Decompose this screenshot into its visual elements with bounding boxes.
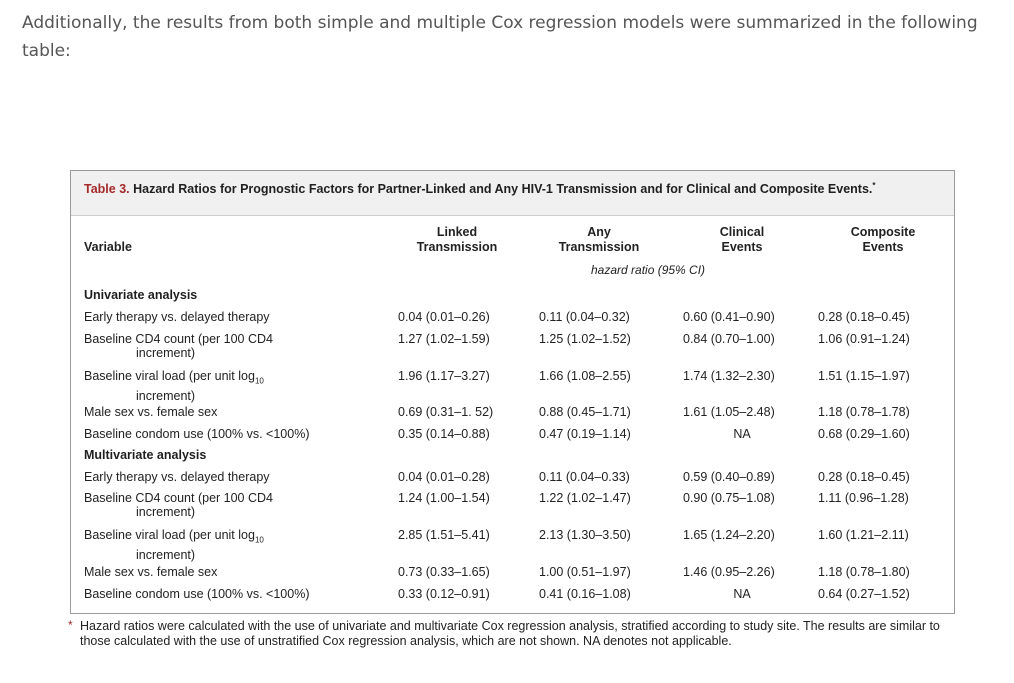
table-caption: Table 3. Hazard Ratios for Prognostic Fa… <box>84 178 884 197</box>
table-caption-text: Hazard Ratios for Prognostic Factors for… <box>133 182 873 197</box>
cell-clinical: 0.60 (0.41–0.90) <box>683 310 775 324</box>
cell-linked: 1.24 (1.00–1.54) <box>398 491 490 505</box>
column-header-composite-line2: Events <box>862 240 904 254</box>
cell-any: 1.66 (1.08–2.55) <box>539 369 631 383</box>
table-footnote: * Hazard ratios were calculated with the… <box>68 618 960 649</box>
cell-composite: 1.60 (1.21–2.11) <box>818 528 909 542</box>
row-label-text: Early therapy vs. delayed therapy <box>84 470 270 484</box>
cell-linked: 0.33 (0.12–0.91) <box>398 587 490 601</box>
cell-any: 0.47 (0.19–1.14) <box>539 427 631 441</box>
cell-composite: 0.64 (0.27–1.52) <box>818 587 910 601</box>
column-header-linked-line1: Linked <box>436 225 478 239</box>
row-label-continuation: increment) <box>136 388 196 403</box>
cell-any: 0.41 (0.16–1.08) <box>539 587 631 601</box>
table-caption-marker: * <box>872 181 876 190</box>
table-caption-label: Table 3. <box>84 182 130 197</box>
column-header-linked-line2: Transmission <box>416 240 498 254</box>
footnote-text: Hazard ratios were calculated with the u… <box>80 619 940 648</box>
row-label: Male sex vs. female sex <box>84 565 374 579</box>
row-label-text: Baseline condom use (100% vs. <100%) <box>84 427 310 441</box>
row-label: Early therapy vs. delayed therapy <box>84 470 374 484</box>
row-label-text: Baseline condom use (100% vs. <100%) <box>84 587 310 601</box>
row-label-text: Baseline CD4 count (per 100 CD4 <box>84 491 273 505</box>
cell-clinical: 0.84 (0.70–1.00) <box>683 332 775 346</box>
column-header-composite-line1: Composite <box>850 225 916 239</box>
cell-composite: 1.06 (0.91–1.24) <box>818 332 910 346</box>
row-label-continuation: increment) <box>136 547 196 562</box>
cell-composite: 1.51 (1.15–1.97) <box>818 369 910 383</box>
row-label-continuation: increment) <box>136 505 196 519</box>
cell-composite: 1.18 (0.78–1.78) <box>818 405 910 419</box>
cell-clinical: NA <box>733 587 751 601</box>
row-label: Male sex vs. female sex <box>84 405 374 419</box>
cell-any: 2.13 (1.30–3.50) <box>539 528 631 542</box>
row-label: Baseline condom use (100% vs. <100%) <box>84 587 374 601</box>
section-title-multivariate: Multivariate analysis <box>84 448 207 462</box>
cell-linked: 2.85 (1.51–5.41) <box>398 528 490 542</box>
cell-clinical: 0.90 (0.75–1.08) <box>683 491 775 505</box>
cell-clinical: NA <box>733 427 751 441</box>
cell-linked: 0.69 (0.31–1. 52) <box>398 405 494 419</box>
row-label-text: Baseline viral load (per unit log <box>84 528 255 542</box>
cell-any: 0.11 (0.04–0.33) <box>539 470 630 484</box>
column-header-variable: Variable <box>84 240 132 254</box>
row-label: Baseline condom use (100% vs. <100%) <box>84 427 374 441</box>
cell-clinical: 1.61 (1.05–2.48) <box>683 405 775 419</box>
cell-linked: 0.04 (0.01–0.28) <box>398 470 490 484</box>
row-label-continuation: increment) <box>136 346 196 360</box>
section-title-univariate: Univariate analysis <box>84 288 198 302</box>
cell-linked: 0.04 (0.01–0.26) <box>398 310 490 324</box>
row-label-text: Baseline CD4 count (per 100 CD4 <box>84 332 273 346</box>
row-label-text: Early therapy vs. delayed therapy <box>84 310 270 324</box>
cell-any: 1.00 (0.51–1.97) <box>539 565 631 579</box>
cell-composite: 1.18 (0.78–1.80) <box>818 565 910 579</box>
row-label: Baseline CD4 count (per 100 CD4 increment… <box>84 491 374 519</box>
column-header-linked: Linked Transmission <box>407 225 507 255</box>
intro-paragraph: Additionally, the results from both simp… <box>22 13 978 61</box>
cell-linked: 0.73 (0.33–1.65) <box>398 565 490 579</box>
column-header-any: Any Transmission <box>549 225 649 255</box>
table-caption-band: Table 3. Hazard Ratios for Prognostic Fa… <box>71 171 954 216</box>
cell-any: 1.22 (1.02–1.47) <box>539 491 631 505</box>
cell-clinical: 0.59 (0.40–0.89) <box>683 470 775 484</box>
row-label: Baseline viral load (per unit log10 incre… <box>84 528 374 562</box>
hazard-ratio-table: Table 3. Hazard Ratios for Prognostic Fa… <box>70 170 955 614</box>
cell-composite: 0.28 (0.18–0.45) <box>818 470 910 484</box>
row-label: Baseline CD4 count (per 100 CD4 increment… <box>84 332 374 360</box>
column-header-clinical-line2: Events <box>721 240 763 254</box>
cell-any: 1.25 (1.02–1.52) <box>539 332 631 346</box>
row-label-text: Male sex vs. female sex <box>84 565 218 579</box>
row-label: Early therapy vs. delayed therapy <box>84 310 374 324</box>
cell-composite: 1.11 (0.96–1.28) <box>818 491 909 505</box>
cell-composite: 0.68 (0.29–1.60) <box>818 427 910 441</box>
column-header-clinical: Clinical Events <box>692 225 792 255</box>
row-label-subscript: 10 <box>254 535 264 545</box>
cell-any: 0.88 (0.45–1.71) <box>539 405 631 419</box>
cell-linked: 1.27 (1.02–1.59) <box>398 332 490 346</box>
column-header-composite: Composite Events <box>833 225 933 255</box>
footnote-marker: * <box>68 618 73 632</box>
row-label-text: Male sex vs. female sex <box>84 405 218 419</box>
cell-clinical: 1.46 (0.95–2.26) <box>683 565 775 579</box>
column-header-any-line2: Transmission <box>558 240 640 254</box>
cell-clinical: 1.74 (1.32–2.30) <box>683 369 775 383</box>
row-label-text: Baseline viral load (per unit log <box>84 369 255 383</box>
row-label-subscript: 10 <box>254 376 264 386</box>
cell-composite: 0.28 (0.18–0.45) <box>818 310 910 324</box>
column-header-any-line1: Any <box>587 225 611 239</box>
column-header-clinical-line1: Clinical <box>719 225 765 239</box>
cell-linked: 0.35 (0.14–0.88) <box>398 427 490 441</box>
cell-clinical: 1.65 (1.24–2.20) <box>683 528 775 542</box>
cell-any: 0.11 (0.04–0.32) <box>539 310 630 324</box>
row-label: Baseline viral load (per unit log10 incre… <box>84 369 374 403</box>
cell-linked: 1.96 (1.17–3.27) <box>398 369 490 383</box>
units-label: hazard ratio (95% CI) <box>591 263 706 277</box>
